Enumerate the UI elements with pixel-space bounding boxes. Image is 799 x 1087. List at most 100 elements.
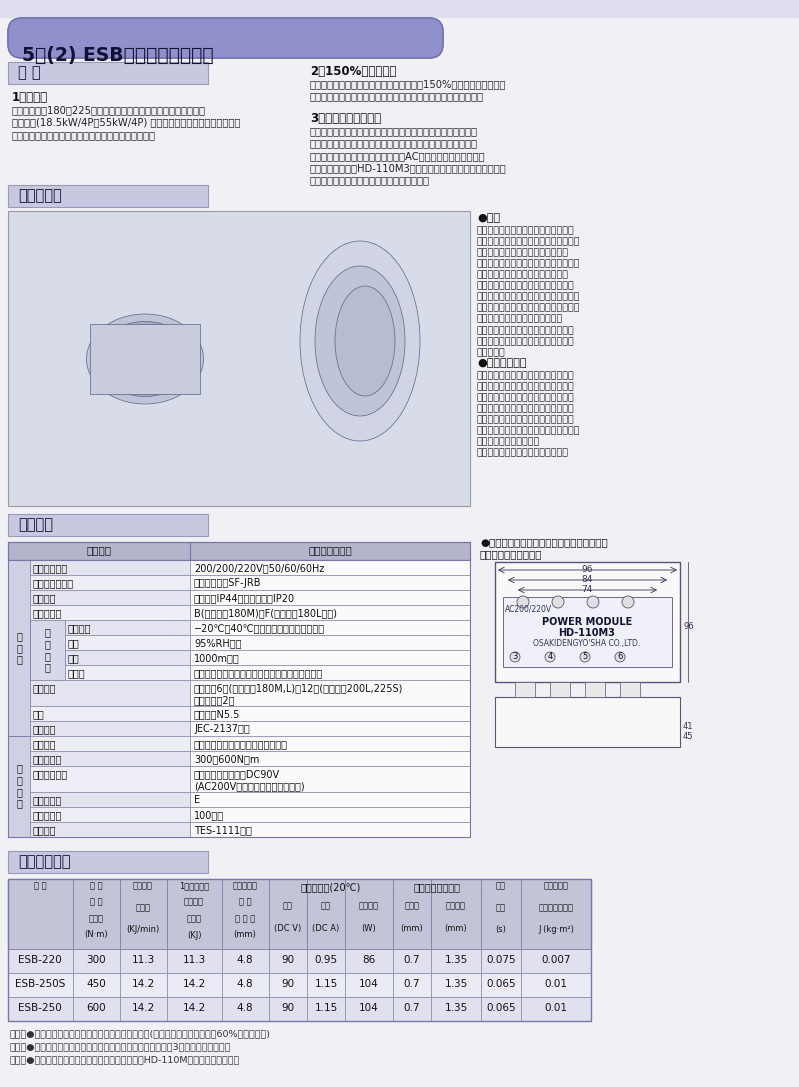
Bar: [8, 560, 30, 736]
Text: B(わく番号180M)、F(わく番号180L以上): B(わく番号180M)、F(わく番号180L以上): [194, 608, 337, 619]
Bar: [269, 879, 393, 899]
Text: 標　準　仕　様: 標 準 仕 様: [308, 545, 352, 555]
Text: JEC-2137　他: JEC-2137 他: [194, 724, 250, 734]
Bar: [0, 0, 799, 18]
Bar: [190, 822, 470, 837]
Text: ●動作: ●動作: [477, 213, 500, 223]
Text: HD-110M3: HD-110M3: [559, 628, 615, 638]
Ellipse shape: [86, 314, 204, 404]
Text: (N·m): (N·m): [84, 930, 108, 939]
Text: ●ライニング許容摩擦量は、使用されているライニング3枚分の合計値です。: ●ライニング許容摩擦量は、使用されているライニング3枚分の合計値です。: [10, 1042, 232, 1051]
Bar: [190, 650, 470, 665]
Text: インナーディスクのライニングが磨耗
してギャップ（電磁石ストローク）が
大きくなると吸引不良によるモータの
焼損やブレーキの機械的損傷の危険性
が生じてきます。: インナーディスクのライニングが磨耗 してギャップ（電磁石ストローク）が 大きくな…: [477, 371, 581, 458]
Bar: [431, 973, 481, 997]
Text: 600: 600: [86, 1003, 105, 1013]
Text: ブレーキ動作電圧　DC90V
(AC200Vからの整流装置は別置き): ブレーキ動作電圧 DC90V (AC200Vからの整流装置は別置き): [194, 769, 304, 791]
Text: 耐熱クラス: 耐熱クラス: [33, 795, 62, 805]
Bar: [30, 766, 190, 792]
Text: 仕事率: 仕事率: [136, 903, 150, 912]
Bar: [269, 949, 307, 973]
Bar: [8, 997, 591, 1021]
Text: 許 容: 許 容: [239, 898, 252, 907]
Ellipse shape: [335, 286, 395, 396]
Text: 厚 耗 量: 厚 耗 量: [235, 914, 255, 923]
Bar: [222, 973, 269, 997]
Circle shape: [587, 596, 599, 608]
Text: 1回あたりの: 1回あたりの: [179, 880, 209, 890]
Text: 外被構造・形名: 外被構造・形名: [33, 578, 74, 588]
Text: 腐食性及び爆発性ガス、蒸気、塵埃の少ないこと: 腐食性及び爆発性ガス、蒸気、塵埃の少ないこと: [194, 669, 324, 678]
Text: 14.2: 14.2: [182, 1003, 205, 1013]
Bar: [30, 575, 190, 590]
Bar: [269, 879, 307, 949]
Bar: [8, 185, 208, 207]
Bar: [393, 879, 431, 949]
Circle shape: [615, 652, 625, 662]
Bar: [269, 973, 307, 997]
Text: 全閉外扇形　SF-JRB: 全閉外扇形 SF-JRB: [194, 578, 261, 588]
Text: 適用規格: 適用規格: [33, 825, 57, 835]
Text: 90: 90: [281, 955, 295, 965]
Bar: [521, 879, 591, 949]
Bar: [73, 973, 120, 997]
Text: 仕事量: 仕事量: [186, 914, 201, 923]
Text: 84: 84: [582, 575, 593, 584]
Bar: [503, 597, 672, 667]
Bar: [30, 590, 190, 605]
Bar: [8, 973, 73, 997]
Text: (mm): (mm): [444, 924, 467, 933]
Text: 1.35: 1.35: [444, 1003, 467, 1013]
Text: 0.95: 0.95: [315, 955, 337, 965]
Text: 慣性モーメント: 慣性モーメント: [539, 903, 574, 912]
Text: ●電磁石ストローク、稼行時間は電源装置　HD-110Mを使用時の値です。: ●電磁石ストローク、稼行時間は電源装置 HD-110Mを使用時の値です。: [10, 1055, 240, 1064]
Text: 制動トルク: 制動トルク: [33, 754, 62, 764]
Text: ESB-250S: ESB-250S: [15, 979, 66, 989]
Bar: [30, 807, 190, 822]
FancyBboxPatch shape: [8, 18, 443, 58]
Text: 0.7: 0.7: [403, 955, 420, 965]
Text: 初期値: 初期値: [404, 901, 419, 910]
Bar: [30, 721, 190, 736]
Bar: [8, 736, 30, 837]
Bar: [167, 879, 222, 949]
Bar: [8, 560, 470, 837]
Text: 1.35: 1.35: [444, 979, 467, 989]
Text: 電磁石ストローク: 電磁石ストローク: [414, 882, 460, 892]
Text: 別途ご用命ください）: 別途ご用命ください）: [480, 549, 543, 559]
Text: 適用規格: 適用規格: [33, 724, 57, 734]
Bar: [481, 949, 521, 973]
Text: 104: 104: [359, 1003, 379, 1013]
Bar: [307, 879, 345, 949]
Text: J (kg·m²): J (kg·m²): [538, 925, 574, 934]
Text: 450: 450: [86, 979, 106, 989]
Text: 0.075: 0.075: [486, 955, 516, 965]
Text: 湿度: 湿度: [68, 638, 80, 648]
Circle shape: [552, 596, 564, 608]
Text: 3．直流安全ブレーキ: 3．直流安全ブレーキ: [310, 112, 381, 125]
Text: ライニング: ライニング: [233, 880, 257, 890]
Text: 口出し線: 口出し線: [33, 683, 57, 694]
Bar: [190, 807, 470, 822]
Text: 塗色: 塗色: [33, 709, 45, 719]
Bar: [120, 879, 167, 949]
Text: 0.01: 0.01: [544, 1003, 567, 1013]
Text: 時間: 時間: [496, 903, 506, 912]
Text: 4.8: 4.8: [237, 1003, 253, 1013]
Text: 0.7: 0.7: [403, 1003, 420, 1013]
Bar: [431, 949, 481, 973]
Bar: [481, 879, 521, 949]
Text: 41: 41: [683, 722, 694, 730]
Text: 1．大容量: 1．大容量: [12, 91, 48, 104]
Text: AC200/220V: AC200/220V: [505, 604, 552, 613]
Circle shape: [545, 652, 555, 662]
Bar: [495, 697, 680, 747]
Text: 標準仕様: 標準仕様: [18, 517, 53, 532]
Bar: [222, 949, 269, 973]
Bar: [307, 997, 345, 1021]
Bar: [190, 751, 470, 766]
Text: (DC V): (DC V): [274, 924, 302, 933]
Text: 5: 5: [582, 652, 587, 661]
Circle shape: [580, 652, 590, 662]
Text: 1.35: 1.35: [444, 955, 467, 965]
Text: 0.7: 0.7: [403, 979, 420, 989]
